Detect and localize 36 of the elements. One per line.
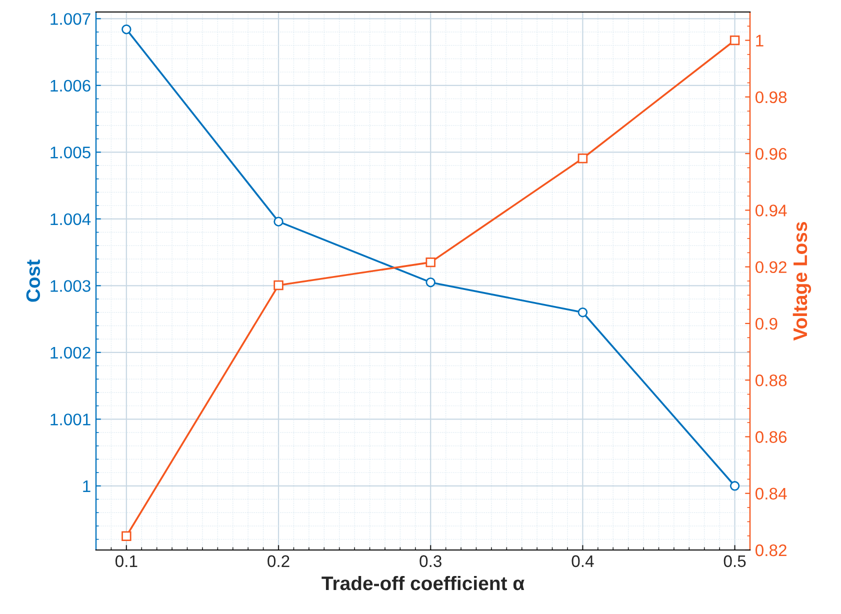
y2-axis-title: Voltage Loss (792, 222, 812, 341)
y-axis-title: Cost (26, 260, 40, 302)
point (122, 24, 132, 34)
y2-tick-label: 0.88 (756, 374, 787, 386)
point (730, 481, 740, 491)
y2-tick-label: 0.84 (756, 488, 787, 500)
point (426, 257, 436, 268)
point (274, 280, 284, 290)
point (122, 531, 132, 541)
point (426, 277, 436, 288)
x-tick-label: 0.4 (572, 555, 594, 568)
y2-tick-label: 0.82 (756, 544, 786, 556)
y-tick-label: 1.005 (50, 146, 90, 158)
point (274, 216, 284, 226)
x-tick-label: 0.5 (724, 555, 746, 568)
y-tick-label: 1.004 (50, 213, 91, 226)
x-tick-label: 0.3 (420, 555, 442, 568)
point (730, 35, 740, 46)
y-tick-label: 1 (83, 480, 90, 492)
y2-tick-label: 0.98 (756, 91, 787, 104)
x-tick-label: 0.2 (268, 555, 290, 568)
y2-tick-label: 1 (756, 34, 764, 46)
y2-tick-label: 0.94 (756, 204, 787, 216)
y2-tick-label: 0.9 (756, 318, 778, 330)
point (578, 154, 588, 164)
y2-tick-label: 0.86 (756, 431, 787, 443)
y2-tick-label: 0.92 (756, 261, 786, 274)
y2-tick-label: 0.96 (756, 148, 787, 160)
y-tick-label: 1.002 (50, 346, 90, 359)
y-tick-label: 1.006 (50, 80, 90, 92)
x-axis-title: Trade-off coefficient α (322, 576, 524, 590)
y-tick-label: 1.003 (50, 280, 90, 292)
y-tick-label: 1.007 (50, 13, 90, 25)
y-tick-label: 1.001 (50, 414, 90, 426)
x-tick-label: 0.1 (115, 555, 138, 568)
point (578, 308, 588, 318)
